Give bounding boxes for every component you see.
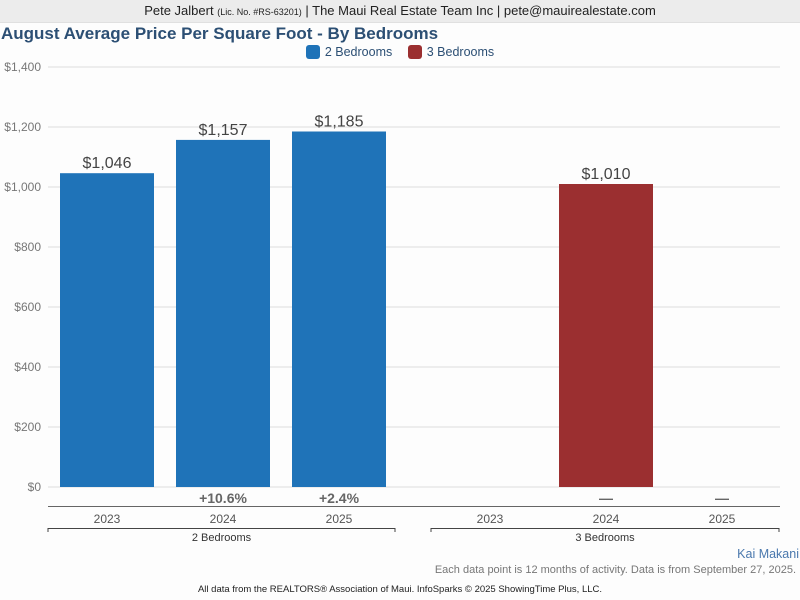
legend-swatch-2br bbox=[305, 45, 320, 59]
company-contact: | The Maui Real Estate Team Inc | pete@m… bbox=[305, 3, 656, 18]
bar-2br-2024 bbox=[176, 139, 270, 487]
chart-title: August Average Price Per Square Foot - B… bbox=[1, 24, 439, 43]
chart-legend: 2 Bedrooms 3 Bedrooms bbox=[0, 45, 800, 62]
y-tick-label: $400 bbox=[14, 360, 41, 374]
agent-link[interactable]: Kai Makani bbox=[737, 547, 799, 561]
group-label: 2 Bedrooms bbox=[192, 532, 252, 544]
change-label: — bbox=[599, 490, 613, 506]
agent-header-bar: Pete Jalbert (Lic. No. #RS-63201) | The … bbox=[0, 0, 800, 23]
data-source: All data from the REALTORS® Association … bbox=[197, 584, 603, 595]
group-label: 3 Bedrooms bbox=[575, 532, 635, 544]
legend-swatch-3br bbox=[407, 45, 422, 59]
x-tick-label: 2024 bbox=[593, 512, 620, 526]
legend-item-2br[interactable]: 2 Bedrooms bbox=[305, 45, 393, 59]
license-number: (Lic. No. #RS-63201) bbox=[217, 7, 302, 17]
change-label: — bbox=[715, 490, 729, 506]
y-tick-label: $0 bbox=[28, 480, 42, 494]
y-tick-label: $1,400 bbox=[4, 60, 41, 74]
change-label: +2.4% bbox=[319, 490, 360, 506]
x-tick-label: 2023 bbox=[94, 512, 121, 526]
data-label: $1,046 bbox=[83, 155, 132, 172]
y-tick-label: $200 bbox=[14, 420, 41, 434]
y-tick-label: $1,000 bbox=[4, 180, 41, 194]
data-label: $1,010 bbox=[582, 166, 631, 183]
data-note: Each data point is 12 months of activity… bbox=[434, 564, 796, 576]
legend-label-3br: 3 Bedrooms bbox=[426, 45, 495, 59]
group-bracket bbox=[47, 528, 396, 532]
bar-3br-2024 bbox=[559, 184, 653, 487]
legend-item-3br[interactable]: 3 Bedrooms bbox=[407, 45, 495, 59]
bar-2br-2025 bbox=[292, 131, 386, 487]
x-tick-label: 2025 bbox=[326, 512, 353, 526]
data-label: $1,157 bbox=[199, 122, 248, 139]
y-tick-label: $1,200 bbox=[4, 120, 41, 134]
x-tick-label: 2024 bbox=[210, 512, 237, 526]
legend-label-2br: 2 Bedrooms bbox=[324, 45, 393, 59]
change-label: +10.6% bbox=[199, 490, 247, 506]
data-label: $1,185 bbox=[315, 114, 364, 131]
bar-2br-2023 bbox=[60, 173, 154, 487]
agent-name: Pete Jalbert bbox=[144, 3, 214, 18]
group-bracket bbox=[430, 528, 780, 532]
y-tick-label: $600 bbox=[14, 300, 41, 314]
y-tick-label: $800 bbox=[14, 240, 41, 254]
x-tick-label: 2025 bbox=[709, 512, 736, 526]
x-tick-label: 2023 bbox=[477, 512, 504, 526]
